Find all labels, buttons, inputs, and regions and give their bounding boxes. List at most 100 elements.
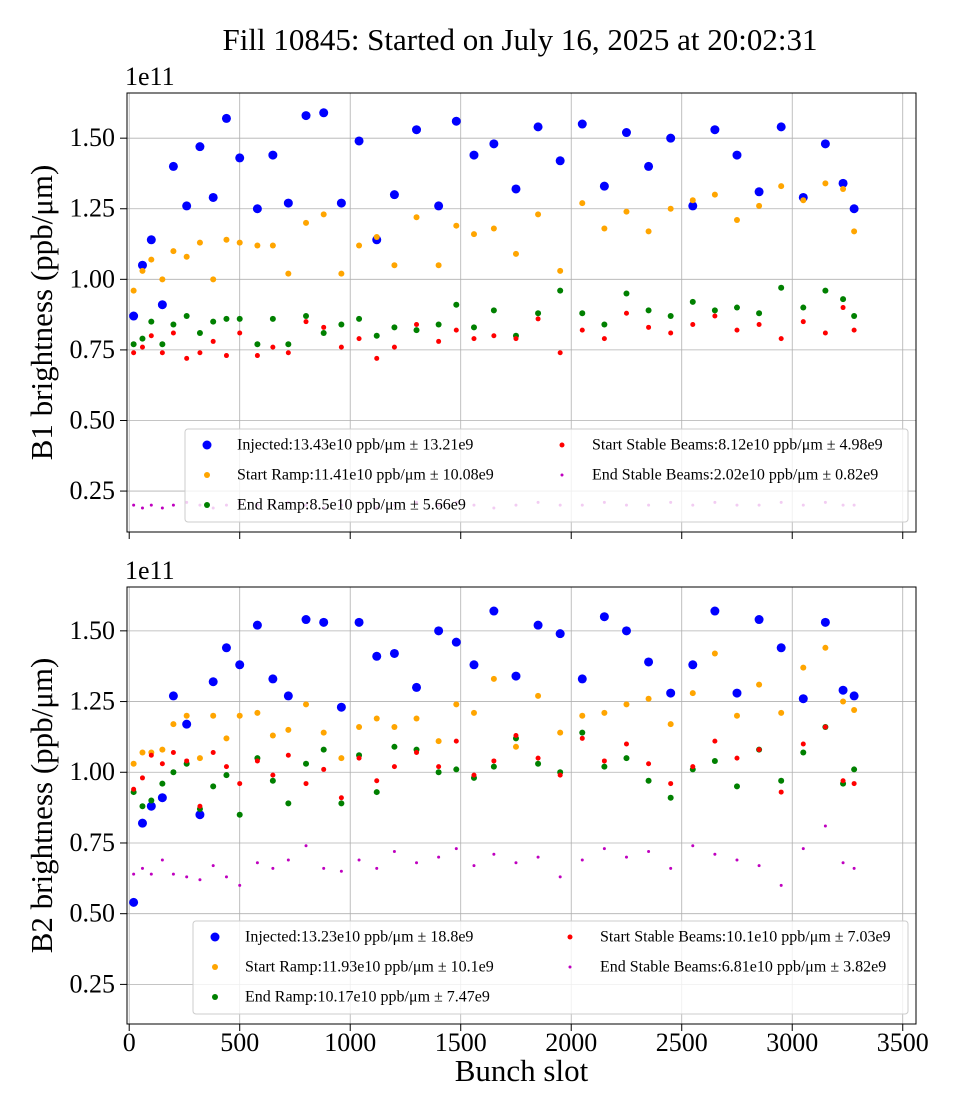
legend-label: End Stable Beams:2.02e10 ppb/μm ± 0.82e9 (592, 467, 878, 484)
data-point (210, 338, 216, 344)
data-point (601, 709, 608, 716)
data-point (454, 847, 458, 851)
data-point (822, 644, 829, 651)
data-point (413, 214, 420, 221)
legend-marker (212, 964, 218, 970)
data-point (734, 755, 740, 761)
data-point (471, 772, 477, 778)
y-tick-label: 1.50 (70, 123, 116, 152)
data-point (268, 674, 278, 684)
data-point (170, 248, 177, 255)
data-point (254, 242, 261, 249)
data-point (197, 350, 203, 356)
data-point (436, 338, 442, 344)
data-point (140, 866, 144, 870)
data-point (184, 355, 190, 361)
data-point (536, 855, 540, 859)
data-point (851, 313, 858, 320)
x-tick-label: 1500 (435, 1028, 487, 1057)
data-point (356, 755, 362, 761)
data-point (623, 208, 630, 215)
data-point (235, 660, 245, 670)
data-point (533, 620, 543, 630)
data-point (171, 872, 175, 876)
data-point (579, 327, 585, 333)
data-point (357, 858, 361, 862)
data-point (756, 681, 763, 688)
data-point (756, 747, 762, 753)
data-point (689, 298, 696, 305)
figure-title: Fill 10845: Started on July 16, 2025 at … (222, 22, 817, 57)
data-point (159, 341, 166, 348)
data-point (285, 341, 292, 348)
legend-box (192, 920, 909, 1015)
data-point (778, 284, 785, 291)
offset-text: 1e11 (125, 556, 175, 585)
data-point (822, 724, 828, 730)
legend-label: Start Ramp:11.41e10 ppb/μm ± 10.08e9 (237, 467, 494, 484)
data-point (511, 671, 521, 681)
data-point (453, 301, 460, 308)
data-point (413, 327, 420, 334)
data-point (838, 178, 848, 188)
data-point (470, 231, 477, 238)
data-point (210, 318, 217, 325)
data-point (849, 691, 859, 701)
data-point (601, 763, 608, 770)
data-point (159, 350, 165, 356)
data-point (269, 242, 276, 249)
y-tick-label: 0.25 (70, 969, 116, 998)
data-point (195, 142, 205, 152)
data-point (137, 260, 147, 270)
data-point (710, 125, 720, 135)
data-point (182, 719, 192, 729)
data-point (555, 629, 565, 639)
data-point (710, 606, 720, 616)
offset-text: 1e11 (125, 62, 175, 91)
data-point (667, 721, 674, 728)
data-point (210, 712, 217, 719)
data-point (756, 310, 763, 317)
legend-marker (568, 965, 572, 969)
data-point (470, 709, 477, 716)
data-point (667, 794, 674, 801)
x-tick-label: 0 (123, 1028, 136, 1057)
data-point (435, 738, 442, 745)
data-point (779, 883, 783, 887)
data-point (196, 329, 203, 336)
legend-label: Start Stable Beams:10.1e10 ppb/μm ± 7.03… (600, 929, 891, 946)
data-point (840, 698, 847, 705)
data-point (338, 795, 344, 801)
data-point (511, 184, 521, 194)
data-point (254, 341, 261, 348)
data-point (776, 122, 786, 132)
data-point (373, 715, 380, 722)
data-point (303, 781, 309, 787)
y-tick-label: 1.00 (70, 757, 116, 786)
data-point (271, 866, 275, 870)
data-point (778, 789, 784, 795)
data-point (148, 333, 154, 339)
data-point (645, 307, 652, 314)
data-point (512, 250, 519, 257)
data-point (666, 133, 676, 143)
data-point (414, 749, 420, 755)
data-point (139, 335, 146, 342)
data-point (800, 741, 806, 747)
data-point (579, 729, 586, 736)
data-point (320, 729, 327, 736)
data-point (196, 755, 203, 762)
data-point (798, 694, 808, 704)
data-point (131, 786, 137, 792)
data-point (170, 769, 177, 776)
data-point (688, 660, 698, 670)
data-point (492, 852, 496, 856)
data-point (391, 743, 398, 750)
data-point (303, 701, 310, 708)
data-point (754, 187, 764, 197)
data-point (185, 875, 189, 879)
data-point (822, 330, 828, 336)
legend-label: Injected:13.23e10 ppb/μm ± 18.8e9 (245, 929, 473, 946)
data-point (285, 270, 292, 277)
data-point (221, 113, 231, 123)
